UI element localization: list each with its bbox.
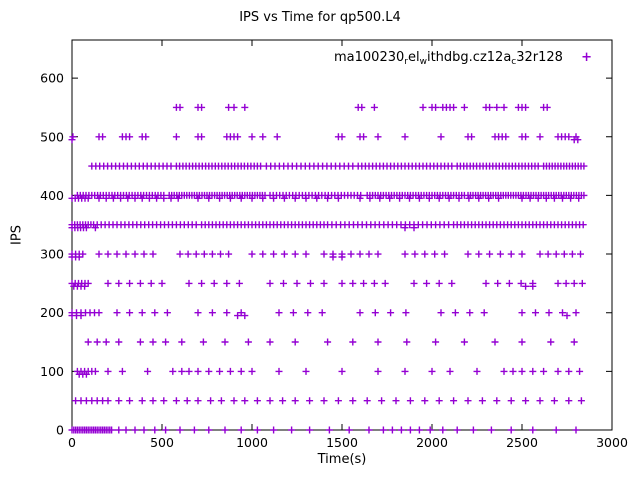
legend-label-text: el — [407, 50, 420, 65]
x-tick-label: 2500 — [506, 435, 538, 450]
series-points-ips-195 — [68, 312, 571, 320]
y-tick-label: 500 — [40, 129, 64, 144]
y-tick-label: 100 — [40, 364, 64, 379]
legend-label-subscript: c — [511, 57, 517, 67]
y-tick-label: 0 — [56, 423, 64, 438]
series-points-ips-200 — [68, 309, 580, 317]
legend-key-marker-icon: + — [581, 50, 592, 65]
legend-label-text: ma100230 — [334, 50, 405, 65]
series-points-ips-245 — [70, 282, 537, 290]
series-points-ips-350 — [68, 221, 587, 229]
series-points-ips-250 — [68, 279, 586, 287]
x-tick-label: 500 — [150, 435, 174, 450]
series-points-ips-0 — [68, 426, 580, 434]
x-tick-label: 1000 — [236, 435, 268, 450]
y-tick-label: 600 — [40, 71, 64, 86]
series-points-ips-395 — [68, 194, 583, 202]
x-tick-label: 0 — [68, 435, 76, 450]
chart-title: IPS vs Time for qp500.L4 — [239, 10, 401, 25]
y-tick-label: 300 — [40, 247, 64, 262]
x-axis-label: Time(s) — [317, 452, 367, 467]
legend-label-subscript: w — [419, 57, 427, 67]
legend-label-text: 32r128 — [516, 50, 563, 65]
series-points-ips-100 — [73, 367, 584, 375]
series-points-ips-150 — [84, 338, 578, 346]
x-tick-label: 1500 — [326, 435, 358, 450]
series-points-ips-50 — [72, 397, 585, 405]
legend: ma100230relwithdbg.cz12ac32r128 + — [334, 50, 592, 67]
series-points-ips-495 — [68, 136, 582, 144]
series-points-ips-95 — [75, 370, 90, 378]
y-tick-label: 400 — [40, 188, 64, 203]
series-points-ips-550 — [172, 103, 551, 111]
series-points-ips-345 — [68, 224, 418, 232]
legend-label-text: ithdbg.cz12a — [426, 50, 512, 65]
x-tick-label: 2000 — [416, 435, 448, 450]
y-axis-label: IPS — [9, 225, 25, 245]
series-points-ips-300 — [68, 250, 584, 258]
series-points-ips-450 — [88, 162, 588, 170]
data-points-layer — [68, 103, 588, 434]
legend-series-label: ma100230relwithdbg.cz12ac32r128 — [334, 50, 563, 67]
series-points-ips-500 — [69, 133, 580, 141]
legend-label-subscript: r — [404, 57, 408, 67]
x-tick-label: 3000 — [596, 435, 628, 450]
y-tick-label: 200 — [40, 305, 64, 320]
series-points-ips-295 — [68, 253, 346, 261]
axes-layer: 0 500 1000 1500 2000 2500 3000 0 100 200 300 400 500… — [40, 39, 628, 450]
